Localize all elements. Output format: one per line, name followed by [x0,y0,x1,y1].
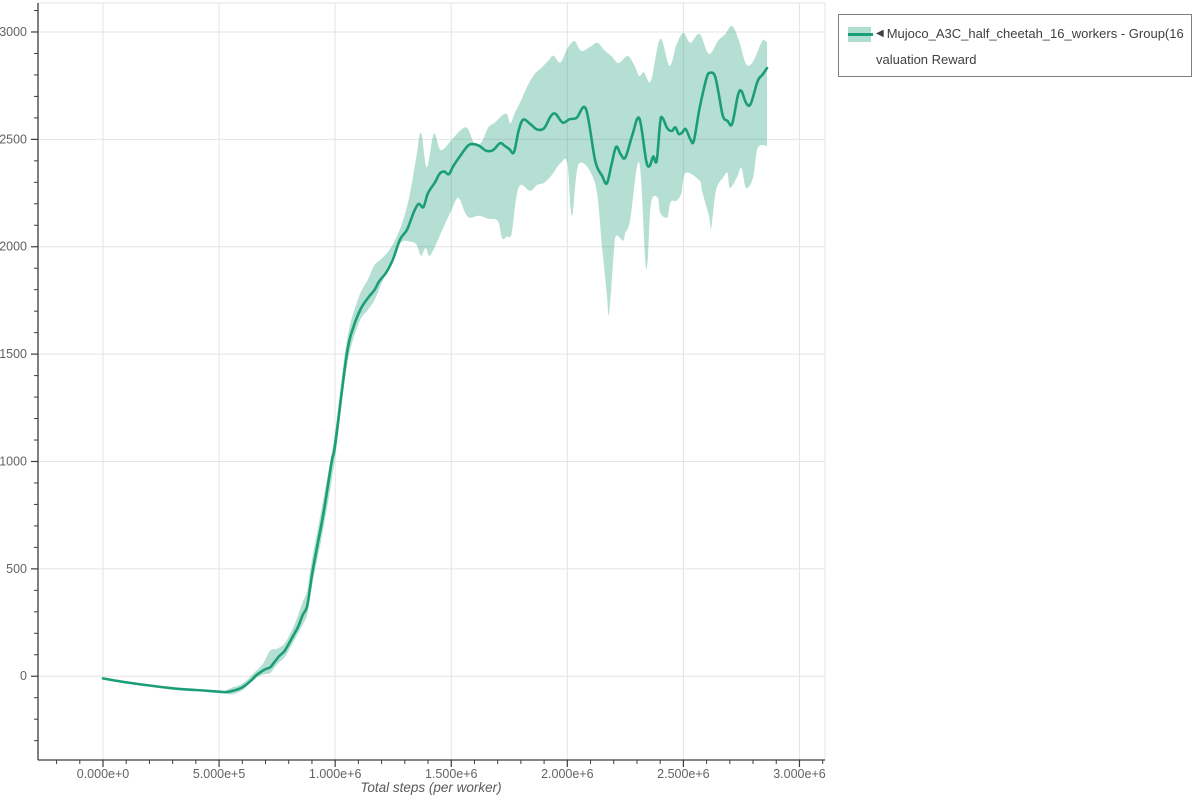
legend-item[interactable]: ◀ Mujoco_A3C_half_cheetah_16_workers - G… [848,21,1183,47]
y-tick-label: 0 [20,669,27,683]
x-tick-label: 2.000e+6 [541,767,594,781]
y-tick-label: 3000 [0,25,27,39]
y-tick-label: 500 [6,562,27,576]
chart-plot-area[interactable] [38,3,825,760]
legend-label-line2: valuation Reward [876,52,977,67]
y-tick-label: 2500 [0,132,27,146]
series-band-swatch-icon [848,26,873,42]
y-tick-label: 1500 [0,347,27,361]
series-line-swatch-icon [848,32,873,36]
x-tick-label: 1.000e+6 [309,767,362,781]
legend-label-line1: Mujoco_A3C_half_cheetah_16_workers - Gro… [886,26,1183,41]
series-mean-line [101,66,769,694]
x-tick-label: 1.500e+6 [425,767,478,781]
x-tick-label: 5.000e+5 [193,767,246,781]
x-axis-title: Total steps (per worker) [360,780,501,795]
x-tick-label: 0.000e+0 [77,767,130,781]
series-band [223,25,767,695]
y-tick-label: 1000 [0,454,27,468]
y-tick-label: 2000 [0,240,27,254]
x-tick-label: 3.000e+6 [773,767,826,781]
legend-box: ◀ Mujoco_A3C_half_cheetah_16_workers - G… [838,14,1192,77]
collapse-arrow-icon[interactable]: ◀ [876,28,884,39]
x-tick-label: 2.500e+6 [657,767,710,781]
axis-layer: 0.000e+0 5.000e+5 1.000e+6 1.500e+6 2.000e+6… [0,3,826,781]
series-layer [101,25,769,695]
